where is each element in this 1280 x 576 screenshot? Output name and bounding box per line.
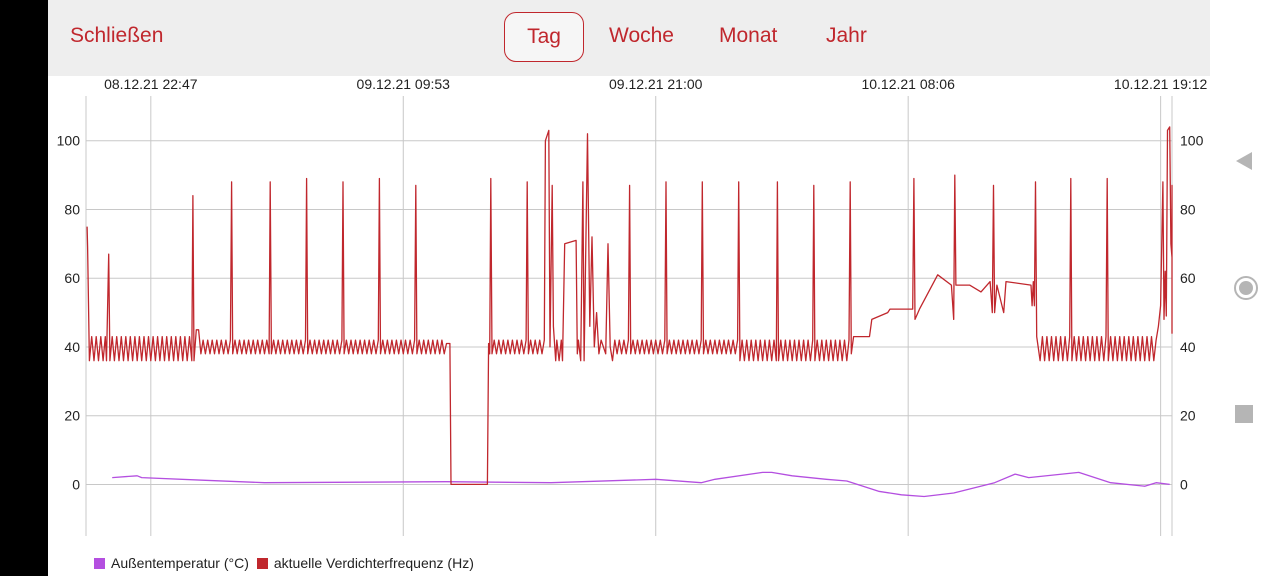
y-tick-label-right: 60 <box>1180 270 1196 286</box>
y-tick-label-left: 60 <box>64 270 80 286</box>
y-tick-label-left: 40 <box>64 339 80 355</box>
y-tick-label-left: 20 <box>64 408 80 424</box>
y-tick-label-left: 80 <box>64 201 80 217</box>
x-tick-label: 10.12.21 19:12 <box>1114 76 1208 92</box>
y-tick-label-right: 80 <box>1180 201 1196 217</box>
y-tick-label-right: 0 <box>1180 476 1188 492</box>
legend-swatch-temperature <box>94 557 105 569</box>
close-button[interactable]: Schließen <box>70 24 164 47</box>
recents-square-icon[interactable] <box>1234 404 1254 429</box>
tab-month[interactable]: Monat <box>719 24 778 47</box>
y-tick-label-left: 100 <box>57 133 81 149</box>
y-tick-label-right: 100 <box>1180 133 1204 149</box>
tab-day-label: Tag <box>527 25 561 48</box>
x-tick-label: 09.12.21 21:00 <box>609 76 703 92</box>
legend-label-frequency: aktuelle Verdichterfrequenz (Hz) <box>273 555 474 571</box>
tab-day[interactable]: Tag <box>504 12 584 62</box>
x-tick-label: 08.12.21 22:47 <box>104 76 198 92</box>
series-line-0 <box>112 471 1170 498</box>
series-line-1 <box>86 126 1173 486</box>
android-nav-bar <box>1210 0 1280 576</box>
y-tick-label-right: 40 <box>1180 339 1196 355</box>
chart-legend: Außentemperatur (°C) aktuelle Verdichter… <box>94 555 482 571</box>
x-tick-label: 10.12.21 08:06 <box>861 76 955 92</box>
tab-week[interactable]: Woche <box>609 24 674 47</box>
legend-label-temperature: Außentemperatur (°C) <box>111 555 249 571</box>
tab-year[interactable]: Jahr <box>826 24 867 47</box>
home-circle-icon[interactable] <box>1234 276 1258 305</box>
y-tick-label-right: 20 <box>1180 408 1196 424</box>
x-tick-label: 09.12.21 09:53 <box>357 76 451 92</box>
back-triangle-icon[interactable] <box>1234 150 1256 177</box>
line-chart: 0 0 20 20 40 40 60 60 80 80 100 100 08.12.21 22:47 09… <box>57 76 1208 536</box>
app-window: Schließen Tag Woche Monat Jahr 0 0 20 20 40 4… <box>48 0 1210 576</box>
y-tick-label-left: 0 <box>72 476 80 492</box>
legend-swatch-frequency <box>256 557 268 569</box>
toolbar: Schließen Tag Woche Monat Jahr <box>48 0 1210 76</box>
